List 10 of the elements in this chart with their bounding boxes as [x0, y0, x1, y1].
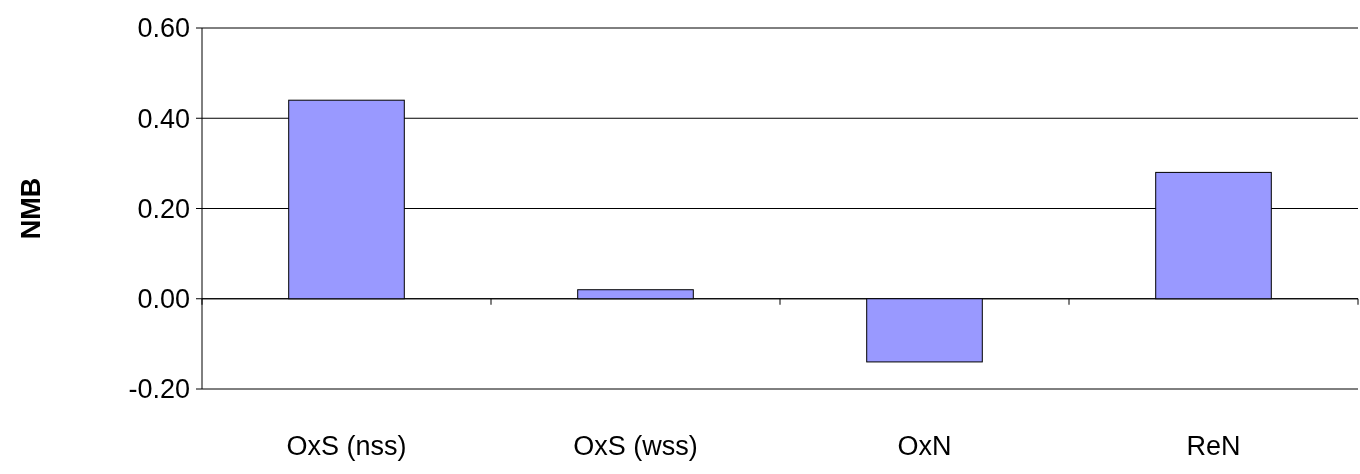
x-tick-label: OxS (nss): [286, 431, 407, 461]
y-tick-label: 0.00: [137, 284, 190, 315]
y-tick-label: 0.40: [137, 103, 190, 134]
y-tick-label: 0.60: [137, 13, 190, 44]
y-tick-label: 0.20: [137, 193, 190, 224]
y-tick-label: -0.20: [128, 374, 190, 405]
x-tick-label: OxN: [897, 431, 952, 461]
x-tick-label: ReN: [1186, 431, 1241, 461]
y-axis-title: NMB: [16, 177, 46, 240]
x-tick-label: OxS (wss): [573, 431, 698, 461]
